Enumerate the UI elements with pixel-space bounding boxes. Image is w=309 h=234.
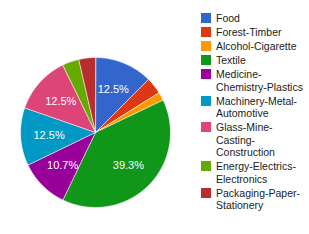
html-text:Textile: Textile	[216, 54, 246, 66]
svg-text:39.3%: 39.3%	[113, 159, 144, 171]
html-text:Glass-Mine-Casting-Constructio: Glass-Mine-Casting-Construction	[216, 121, 275, 158]
html-text:Alcohol-Cigarette: Alcohol-Cigarette	[216, 40, 297, 52]
html-text:Medicine-Chemistry-Plastics: Medicine-Chemistry-Plastics	[216, 68, 303, 93]
svg-text:12.5%: 12.5%	[33, 129, 64, 141]
html-text:Machinery-Metal-Automotive: Machinery-Metal-Automotive	[216, 94, 298, 119]
svg-text:12.5%: 12.5%	[98, 83, 129, 95]
html-text:Food: Food	[216, 12, 240, 24]
html-text:Packaging-Paper-Stationery: Packaging-Paper-Stationery	[216, 186, 300, 211]
html-text:Energy-Electrics-Electronics: Energy-Electrics-Electronics	[216, 160, 296, 185]
html-text:Forest-Timber: Forest-Timber	[216, 26, 282, 38]
svg-text:10.7%: 10.7%	[47, 159, 78, 171]
svg-text:12.5%: 12.5%	[45, 95, 76, 107]
